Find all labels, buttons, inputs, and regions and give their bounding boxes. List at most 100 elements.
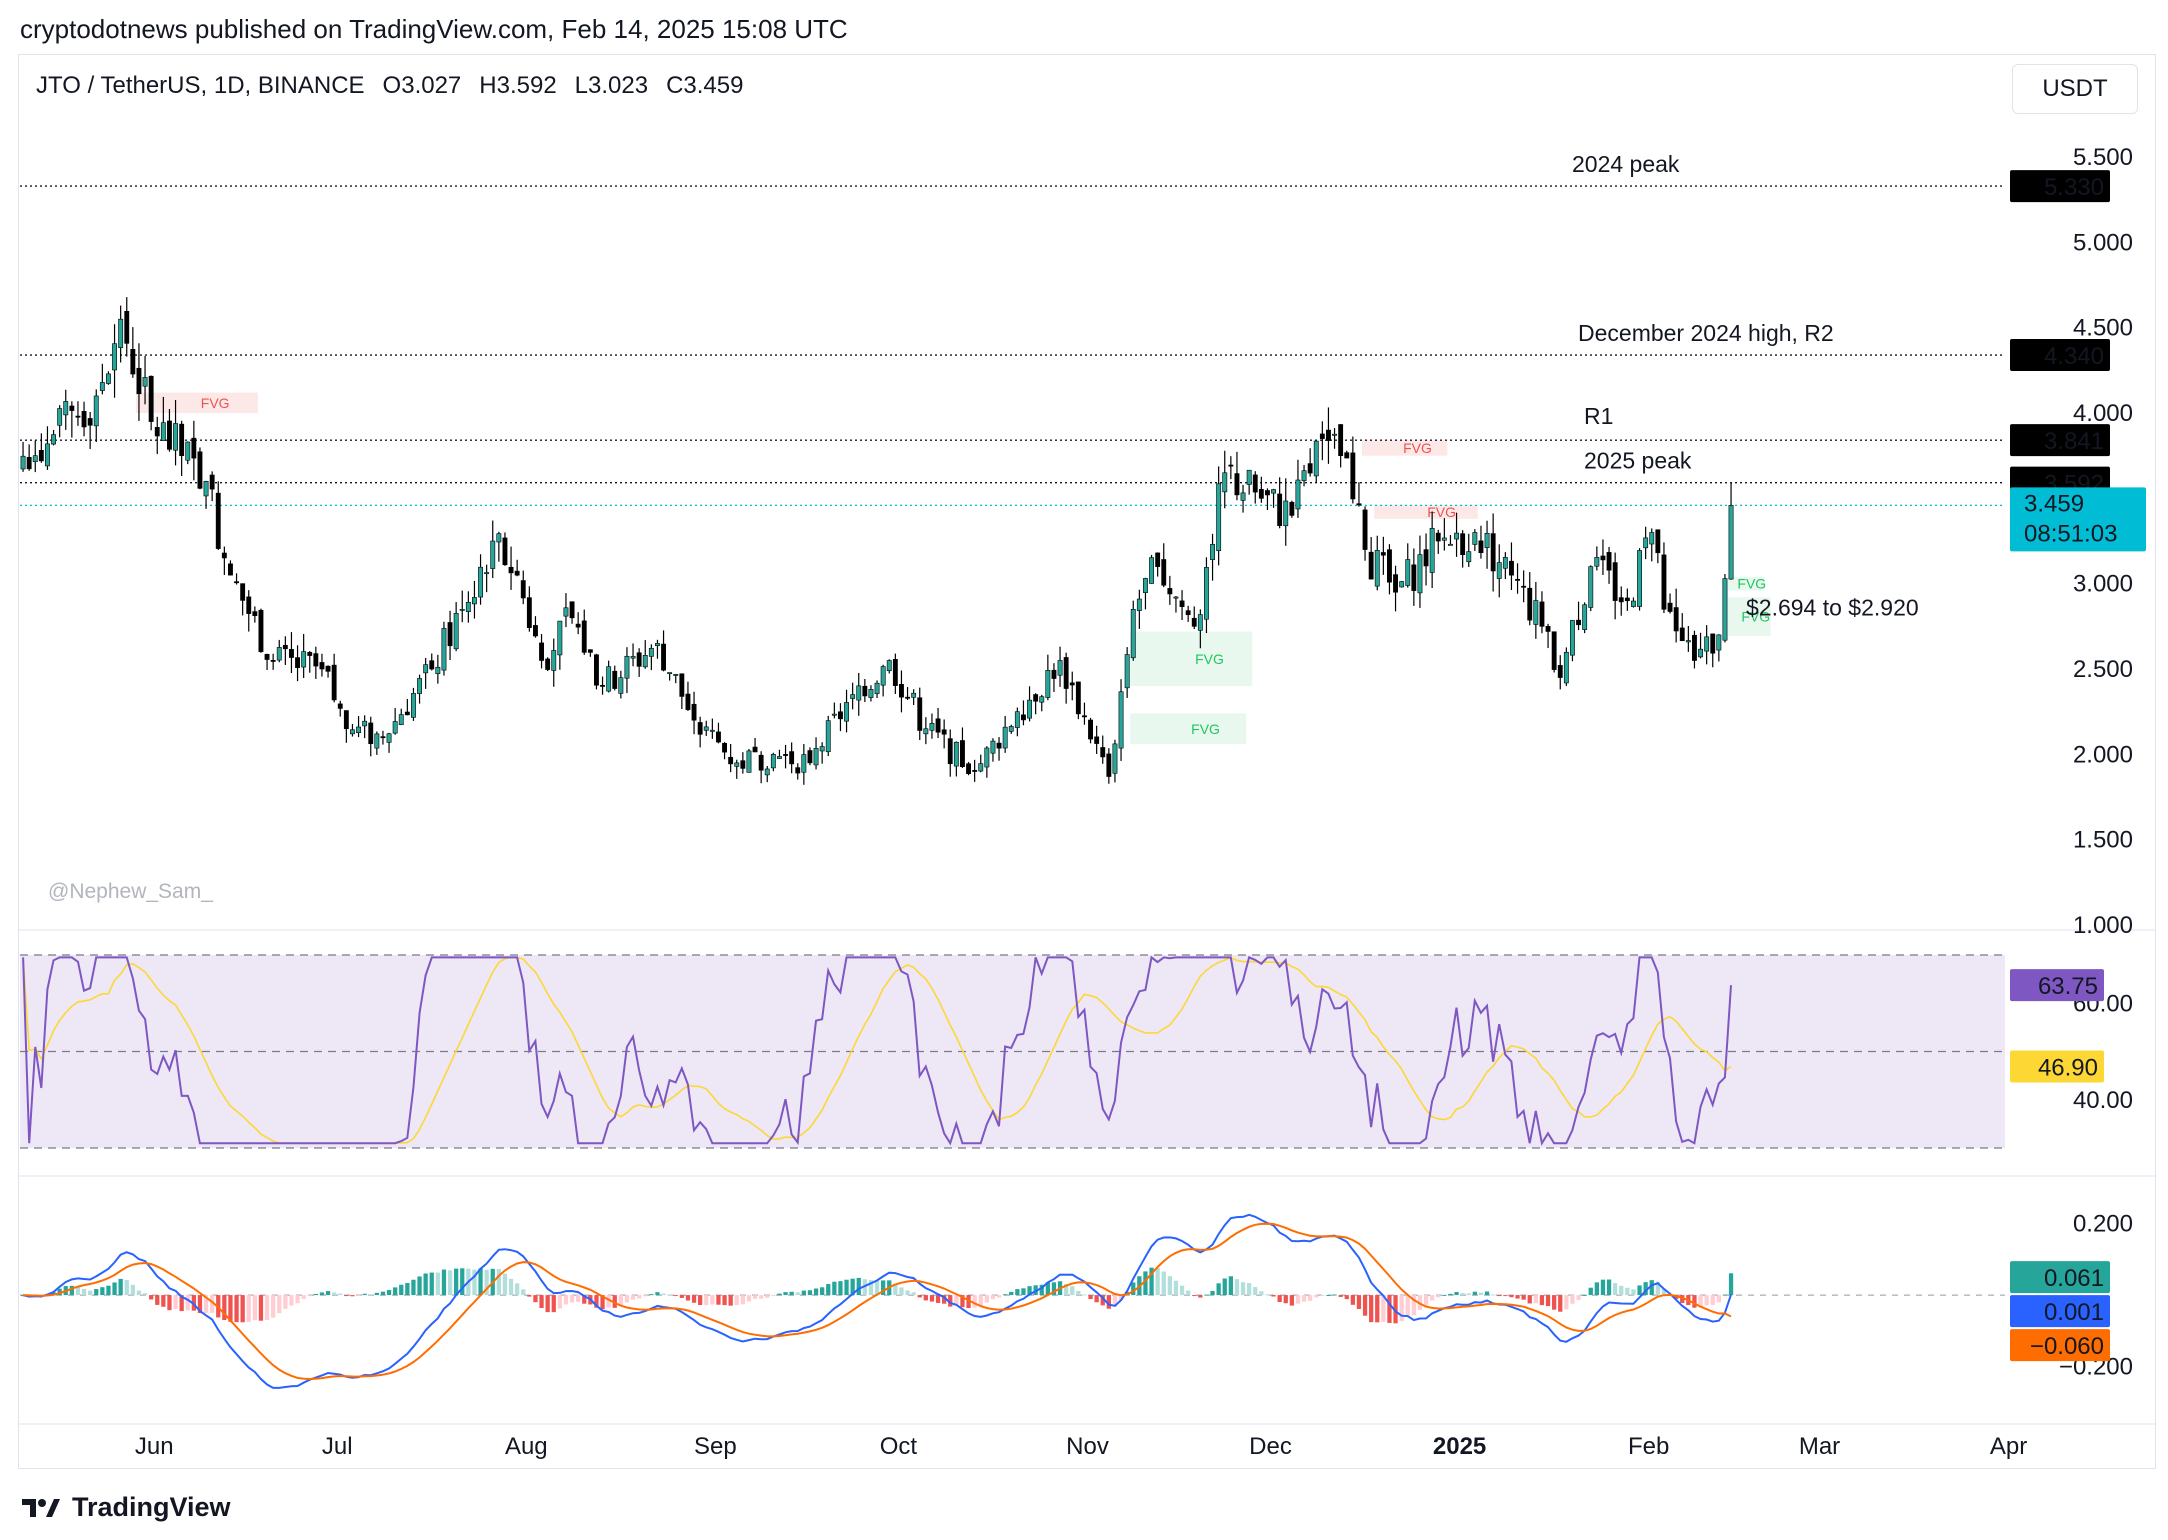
candle-body [1136,598,1142,611]
candle-body [502,537,508,566]
macd-histogram-bar [106,1285,111,1296]
macd-histogram-bar [996,1295,1002,1298]
macd-histogram-bar [1588,1287,1593,1296]
candle-body [1118,691,1124,749]
macd-histogram-bar [472,1269,477,1296]
macd-histogram-bar [1265,1294,1270,1296]
macd-histogram-bar [161,1295,166,1307]
macd-histogram-bar [1070,1286,1075,1296]
macd-histogram-bar [917,1295,922,1298]
candle-body [465,601,471,612]
macd-histogram-bar [307,1295,312,1297]
candle-body [1179,600,1185,608]
candle-body [600,684,605,687]
macd-histogram-bar [765,1295,770,1298]
macd-histogram-bar [691,1295,697,1303]
macd-histogram-bar [759,1295,764,1299]
currency-button[interactable]: USDT [2012,64,2138,114]
candle-body [1252,474,1258,493]
macd-histogram-bar [1454,1291,1459,1296]
candle-body [252,611,258,617]
candle-body [350,729,355,735]
candle-body [1173,596,1179,599]
candle-body [1313,440,1319,477]
time-tick-label: Nov [1066,1433,1109,1460]
price-tick-label: 2.500 [2073,656,2133,683]
candle-body [1021,714,1026,721]
macd-histogram-bar [173,1295,178,1310]
candle-body [173,423,178,451]
candle-body [825,720,831,753]
candle-body [1161,559,1167,586]
candle-body [1069,682,1075,686]
candle-body [1380,552,1386,556]
candle-body [1387,549,1392,583]
candle-body [1460,533,1466,555]
candle-body [581,620,587,653]
macd-histogram-bar [167,1295,172,1311]
macd-histogram-bar [1167,1276,1172,1296]
macd-histogram-bar [551,1295,556,1313]
macd-histogram-bar [454,1268,459,1296]
candle-body [1332,433,1337,436]
candle-body [1088,719,1093,740]
macd-histogram-bar [386,1290,392,1296]
candle-body [1082,715,1087,718]
candle-body [118,318,124,348]
macd-histogram-bar [771,1295,776,1297]
candle-body [167,420,172,450]
candle-body [813,748,819,766]
candle-body [1246,469,1252,485]
candle-body [221,552,227,559]
candle-body [789,751,795,765]
candle-body [520,580,526,599]
candle-body [1271,489,1276,494]
macd-histogram-bar [722,1295,727,1306]
candle-body [246,596,252,614]
macd-histogram-bar [600,1295,605,1310]
macd-histogram-bar [777,1293,782,1296]
price-tick-label: 4.000 [2073,400,2133,427]
candle-body [1234,473,1240,496]
macd-histogram-bar [319,1292,325,1296]
candle-body [1679,627,1685,642]
candle-body [472,597,477,605]
time-tick-label: Apr [1990,1433,2027,1460]
candle-body [1533,600,1539,625]
candle-body [343,710,349,730]
macd-histogram-bar [100,1287,105,1296]
candle-body [240,583,246,601]
macd-histogram-bar [820,1287,825,1296]
candle-body [435,666,441,675]
candle-body [996,742,1002,749]
macd-histogram-bar [545,1295,550,1313]
candle-body [1698,648,1703,658]
candle-body [1576,619,1581,626]
candle-body [575,623,581,628]
macd-histogram-bar [271,1295,276,1318]
candle-body [337,703,343,709]
macd-histogram-bar [130,1284,135,1296]
macd-histogram-bar [606,1295,611,1308]
macd-histogram-bar [423,1273,428,1296]
candle-body [429,660,435,670]
candle-body [295,657,300,668]
candle-body [1039,696,1045,703]
macd-value-tag [2010,1329,2110,1362]
macd-histogram-bar [1186,1290,1191,1296]
macd-histogram-bar [1613,1283,1618,1296]
candle-body [850,694,856,699]
macd-histogram-bar [844,1279,849,1296]
macd-histogram-bar [893,1283,898,1296]
symbol-name[interactable]: JTO / TetherUS, 1D, BINANCE [36,72,365,99]
macd-histogram-bar [1375,1295,1380,1323]
tradingview-brand[interactable]: TradingView [72,1492,231,1522]
level-price-tag-text: 4.340 [2044,343,2104,370]
candle-body [673,674,679,676]
macd-histogram-bar [856,1277,861,1296]
macd-value-tag-text: −0.060 [2030,1333,2104,1360]
candle-body [1667,602,1673,612]
price-tick-label: 2.000 [2073,741,2133,768]
candle-body [691,703,697,721]
